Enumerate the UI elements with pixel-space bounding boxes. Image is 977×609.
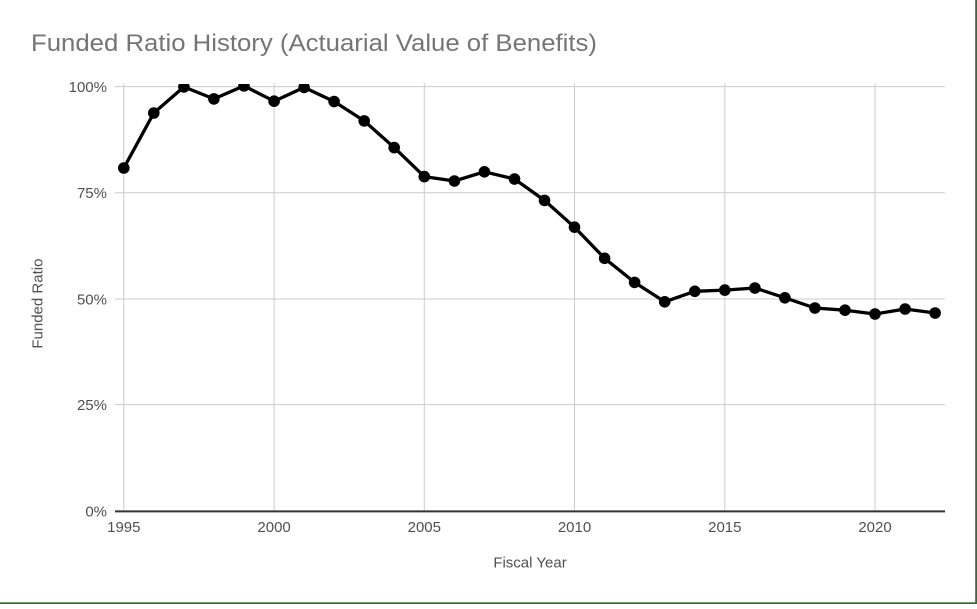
svg-text:2005: 2005 (408, 519, 441, 536)
svg-text:Fiscal Year: Fiscal Year (493, 555, 566, 572)
svg-text:75%: 75% (77, 185, 107, 202)
svg-text:Funded Ratio History (Actuaria: Funded Ratio History (Actuarial Value of… (31, 30, 597, 57)
svg-text:2010: 2010 (558, 519, 591, 536)
svg-text:1995: 1995 (107, 519, 140, 536)
svg-text:2000: 2000 (257, 519, 290, 536)
svg-text:50%: 50% (77, 291, 107, 308)
svg-text:2020: 2020 (858, 519, 891, 536)
svg-text:Funded Ratio: Funded Ratio (30, 259, 47, 349)
svg-text:0%: 0% (85, 503, 107, 520)
svg-text:100%: 100% (69, 79, 107, 96)
svg-text:2015: 2015 (708, 519, 741, 536)
svg-text:25%: 25% (77, 397, 107, 414)
